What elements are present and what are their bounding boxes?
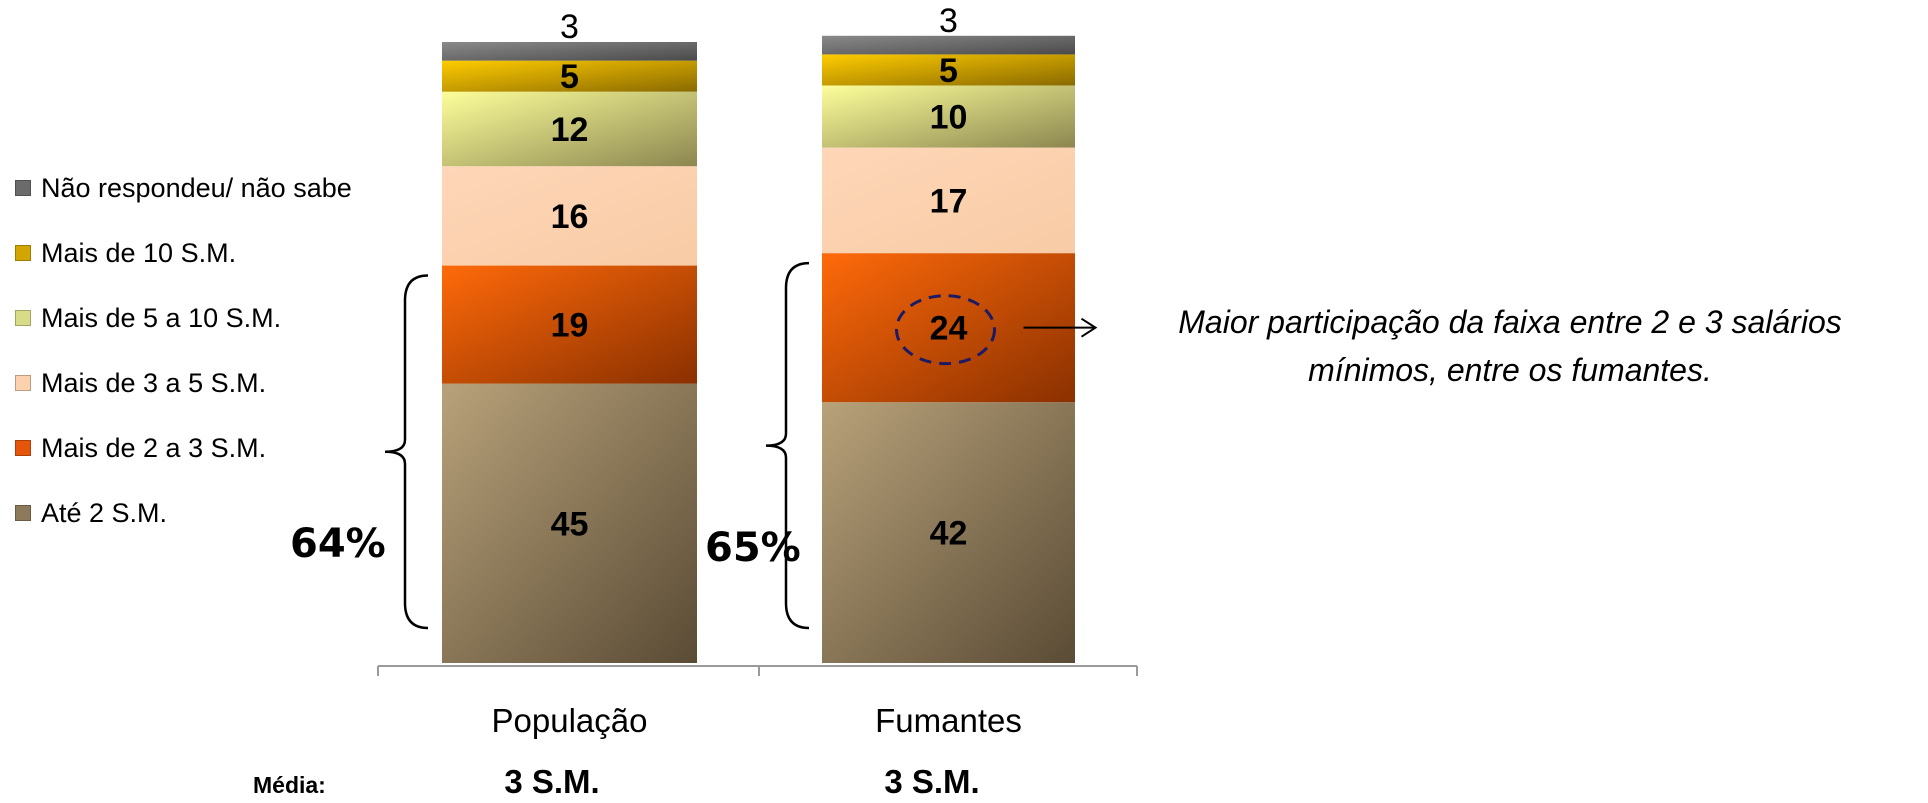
bar-fumantes-ate-2-s-m — [822, 402, 1075, 663]
bar-populacao-ate-2-s-m — [442, 383, 697, 663]
legend-item-mais-de-3-a-5-s-m: Mais de 3 a 5 S.M. — [15, 368, 266, 398]
data-label-populacao-mais-de-10-s-m: 5 — [560, 58, 579, 96]
bar-populacao-mais-de-2-a-3-s-m — [442, 265, 697, 384]
x-tick-label-populacao: População — [492, 702, 648, 739]
bar-populacao-mais-de-5-a-10-s-m — [442, 91, 697, 167]
bar-fumantes-mais-de-10-s-m — [822, 54, 1075, 86]
bracket-label-fumantes: 65% — [705, 525, 801, 571]
bar-fumantes-mais-de-5-a-10-s-m — [822, 85, 1075, 148]
data-label-fumantes-mais-de-5-a-10-s-m: 10 — [930, 99, 968, 137]
legend-swatch-ate-2-s-m — [15, 505, 31, 521]
media-value-populacao: 3 S.M. — [504, 763, 600, 800]
legend-label-ate-2-s-m: Até 2 S.M. — [41, 497, 168, 528]
data-label-fumantes-nao-respondeu-nao-sabe: 3 — [939, 2, 958, 40]
annotation-line-1: Maior participação da faixa entre 2 e 3 … — [1178, 304, 1842, 340]
legend-item-ate-2-s-m: Até 2 S.M. — [15, 498, 167, 528]
legend-swatch-mais-de-10-s-m — [15, 245, 31, 261]
legend-label-mais-de-2-a-3-s-m: Mais de 2 a 3 S.M. — [41, 432, 267, 463]
bar-populacao-mais-de-10-s-m — [442, 60, 697, 92]
legend-item-nao-respondeu-nao-sabe: Não respondeu/ não sabe — [15, 173, 352, 203]
bar-populacao-nao-respondeu-nao-sabe — [442, 42, 697, 61]
highlight-arrow-head — [1080, 317, 1098, 338]
data-label-fumantes-mais-de-10-s-m: 5 — [939, 52, 958, 90]
media-label: Média: — [253, 772, 326, 798]
data-label-fumantes-ate-2-s-m: 42 — [930, 515, 968, 553]
annotation-line-2: mínimos, entre os fumantes. — [1308, 352, 1712, 388]
legend-label-mais-de-3-a-5-s-m: Mais de 3 a 5 S.M. — [41, 367, 267, 398]
bracket-populacao — [384, 274, 429, 630]
legend-swatch-mais-de-3-a-5-s-m — [15, 375, 31, 391]
data-label-populacao-mais-de-2-a-3-s-m: 19 — [551, 307, 589, 345]
bar-populacao-mais-de-3-a-5-s-m — [442, 166, 697, 266]
data-label-fumantes-mais-de-2-a-3-s-m: 24 — [930, 310, 968, 348]
legend-swatch-mais-de-2-a-3-s-m — [15, 440, 31, 456]
legend-item-mais-de-2-a-3-s-m: Mais de 2 a 3 S.M. — [15, 433, 266, 463]
data-label-populacao-ate-2-s-m: 45 — [551, 505, 589, 543]
legend-item-mais-de-10-s-m: Mais de 10 S.M. — [15, 238, 236, 268]
bracket-fumantes — [765, 261, 810, 630]
bracket-label-populacao: 64% — [290, 521, 386, 567]
highlight-ellipse — [895, 294, 996, 366]
data-label-populacao-mais-de-5-a-10-s-m: 12 — [551, 111, 589, 149]
bar-fumantes-nao-respondeu-nao-sabe — [822, 35, 1075, 55]
data-label-populacao-nao-respondeu-nao-sabe: 3 — [560, 8, 579, 46]
highlight-group — [895, 294, 1098, 366]
legend-swatch-mais-de-5-a-10-s-m — [15, 310, 31, 326]
data-label-populacao-mais-de-3-a-5-s-m: 16 — [551, 198, 589, 236]
annotation-text: Maior participação da faixa entre 2 e 3 … — [1100, 298, 1920, 394]
legend-swatch-nao-respondeu-nao-sabe — [15, 180, 31, 196]
data-label-fumantes-mais-de-3-a-5-s-m: 17 — [930, 182, 968, 220]
bar-fumantes-mais-de-3-a-5-s-m — [822, 147, 1075, 254]
legend-label-mais-de-5-a-10-s-m: Mais de 5 a 10 S.M. — [41, 302, 282, 333]
legend-item-mais-de-5-a-10-s-m: Mais de 5 a 10 S.M. — [15, 303, 281, 333]
x-tick-label-fumantes: Fumantes — [875, 702, 1022, 739]
legend-label-nao-respondeu-nao-sabe: Não respondeu/ não sabe — [41, 172, 352, 203]
brackets-group — [384, 261, 810, 630]
media-value-fumantes: 3 S.M. — [884, 763, 980, 800]
x-axis: População Fumantes — [377, 665, 1138, 739]
bars-group: 45 19 16 12 5 3 42 24 17 10 5 3 — [442, 2, 1075, 663]
legend-label-mais-de-10-s-m: Mais de 10 S.M. — [41, 237, 237, 268]
